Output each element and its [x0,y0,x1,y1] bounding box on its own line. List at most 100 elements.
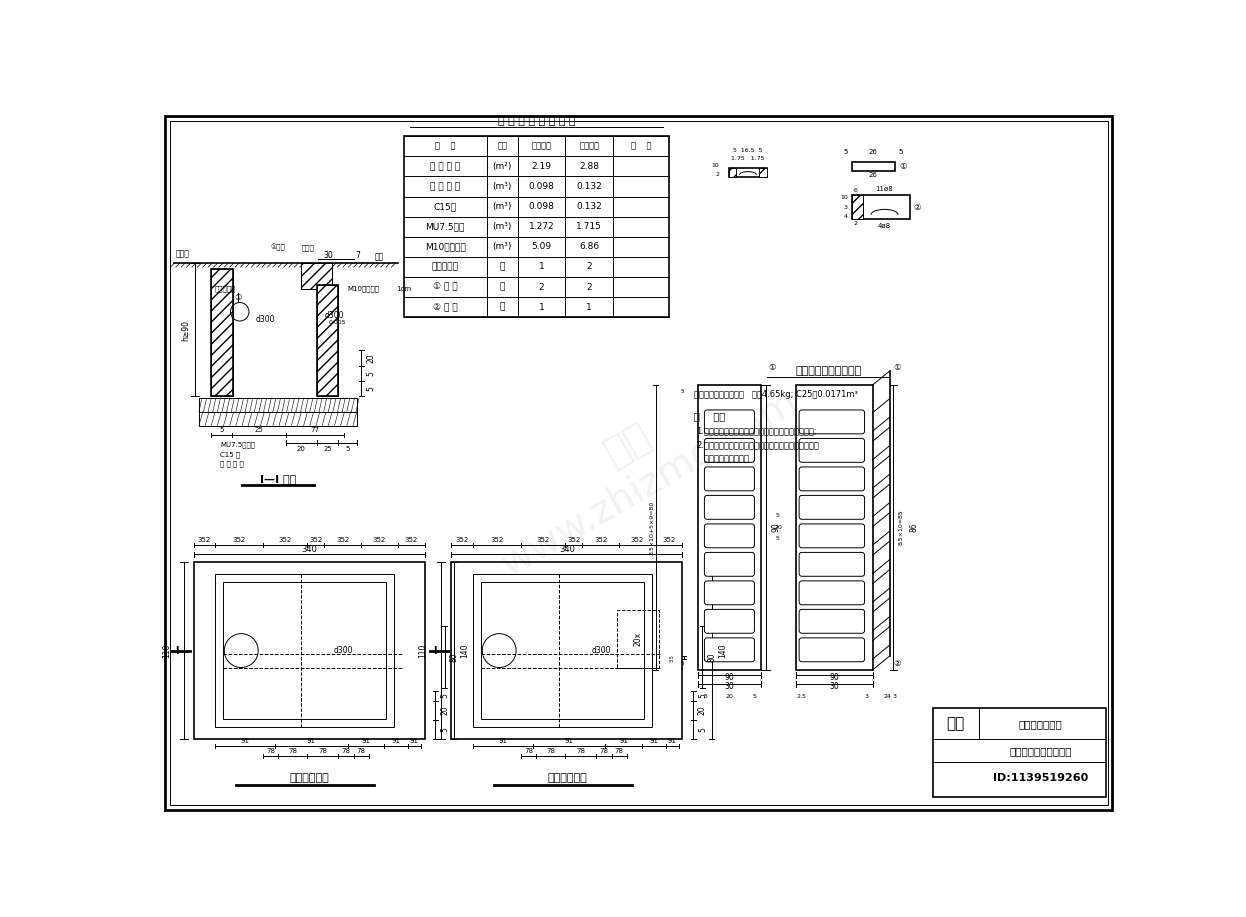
Text: 110: 110 [162,644,171,657]
Text: 2: 2 [587,282,592,292]
Text: 20: 20 [698,705,706,715]
Text: 5.09: 5.09 [532,242,552,251]
Text: 110: 110 [419,644,427,657]
Text: 4: 4 [844,214,849,219]
Text: 352: 352 [198,537,211,544]
Text: 5: 5 [698,693,706,699]
Text: 8.5×10=85: 8.5×10=85 [898,510,903,546]
Text: 7: 7 [355,251,360,260]
Text: 5: 5 [776,536,780,541]
Text: 91: 91 [240,738,249,745]
FancyBboxPatch shape [799,495,865,519]
Text: 单位: 单位 [497,142,507,150]
Text: 块: 块 [500,282,505,292]
Text: ②: ② [913,203,921,212]
Text: 78: 78 [319,748,328,755]
Text: M10砂浆内粉: M10砂浆内粉 [425,242,466,251]
Text: 0.098: 0.098 [528,182,554,191]
Text: 5: 5 [704,694,708,700]
Bar [212,270,233,396]
Text: 双联口过梁: 双联口过梁 [214,285,235,292]
Text: ① 盖 板: ① 盖 板 [434,282,457,292]
Bar [729,168,736,177]
Text: I: I [432,646,436,656]
Bar [852,161,895,171]
Text: I: I [174,646,178,656]
Text: MU7.5砖砌体: MU7.5砖砌体 [221,442,255,448]
Text: 6.86: 6.86 [579,242,599,251]
Text: 注：每块蓄水篦子所用   钢筋4.65kg; C25砼0.0171m³: 注：每块蓄水篦子所用 钢筋4.65kg; C25砼0.0171m³ [694,390,858,399]
Text: h≥90: h≥90 [182,320,191,341]
Text: 2.88: 2.88 [579,162,599,171]
Text: 10: 10 [711,163,719,168]
Text: (m³): (m³) [492,182,512,191]
Text: I—I 剖面: I—I 剖面 [260,474,297,484]
Text: ② 过 梁: ② 过 梁 [434,303,457,312]
Text: 78: 78 [341,748,350,755]
FancyBboxPatch shape [704,638,755,662]
Bar [193,562,425,739]
FancyBboxPatch shape [799,610,865,634]
Text: 1.本图尺寸除管径以毫米计外，其余均以厘米为单位;: 1.本图尺寸除管径以毫米计外，其余均以厘米为单位; [697,426,817,436]
Text: 单联口平面图: 单联口平面图 [289,773,329,782]
Text: 2.19: 2.19 [532,162,552,171]
Text: C15垫: C15垫 [434,202,457,211]
Text: 块: 块 [500,262,505,271]
Text: 10: 10 [840,195,849,200]
Text: 土 基 夯 实: 土 基 夯 实 [430,162,460,171]
Text: 352: 352 [567,537,581,544]
Text: 78: 78 [614,748,624,755]
Text: 140: 140 [460,644,468,657]
Text: 0.098: 0.098 [528,202,554,211]
Text: 5: 5 [680,389,684,393]
Text: 3: 3 [844,204,849,210]
Text: 352: 352 [405,537,417,544]
Text: 1.715: 1.715 [577,222,602,231]
Text: 352: 352 [309,537,323,544]
Text: C15 垫: C15 垫 [221,451,240,458]
Text: 1.272: 1.272 [528,222,554,231]
Text: 1: 1 [587,303,592,312]
Text: 26: 26 [868,149,878,155]
Text: 5: 5 [440,693,449,699]
Text: 20: 20 [297,446,305,452]
Text: 钢筋砼蓄水篦子设计图: 钢筋砼蓄水篦子设计图 [1009,746,1072,756]
Bar [216,574,394,727]
Text: 11ø8: 11ø8 [876,185,893,192]
Text: 4ø8: 4ø8 [878,223,891,228]
Text: MU7.5砌体: MU7.5砌体 [426,222,465,231]
Bar [852,194,862,219]
Text: 91: 91 [619,738,628,745]
Text: 20: 20 [725,694,734,700]
Text: 20: 20 [774,525,782,530]
Text: ①盖板: ①盖板 [270,244,285,251]
Text: 0.132: 0.132 [577,202,602,211]
Text: 91: 91 [391,738,400,745]
Bar [796,385,872,669]
Text: 备    注: 备 注 [630,142,652,150]
Text: 91: 91 [410,738,419,745]
Text: 说    明：: 说 明： [694,411,725,421]
Text: 双联数量: 双联数量 [579,142,599,150]
Text: 30: 30 [725,682,734,691]
Bar [212,270,233,396]
FancyBboxPatch shape [799,467,865,491]
Text: d300: d300 [592,646,612,655]
Bar [617,610,659,668]
Bar [199,398,356,412]
FancyBboxPatch shape [799,552,865,576]
Text: 项    目: 项 目 [435,142,456,150]
Bar [933,708,1106,797]
Text: 5: 5 [345,446,350,452]
Text: 2.5: 2.5 [797,694,806,700]
Text: 6: 6 [854,188,857,193]
Text: ID:1139519260: ID:1139519260 [993,773,1088,782]
Text: 140: 140 [718,644,726,657]
FancyBboxPatch shape [704,438,755,462]
Text: 5: 5 [366,386,375,392]
Text: ①: ① [768,363,775,371]
Text: 知乎
www.zhizmo.com: 知乎 www.zhizmo.com [472,344,805,583]
Text: 2: 2 [587,262,592,271]
FancyBboxPatch shape [704,610,755,634]
Text: 5: 5 [440,727,449,732]
